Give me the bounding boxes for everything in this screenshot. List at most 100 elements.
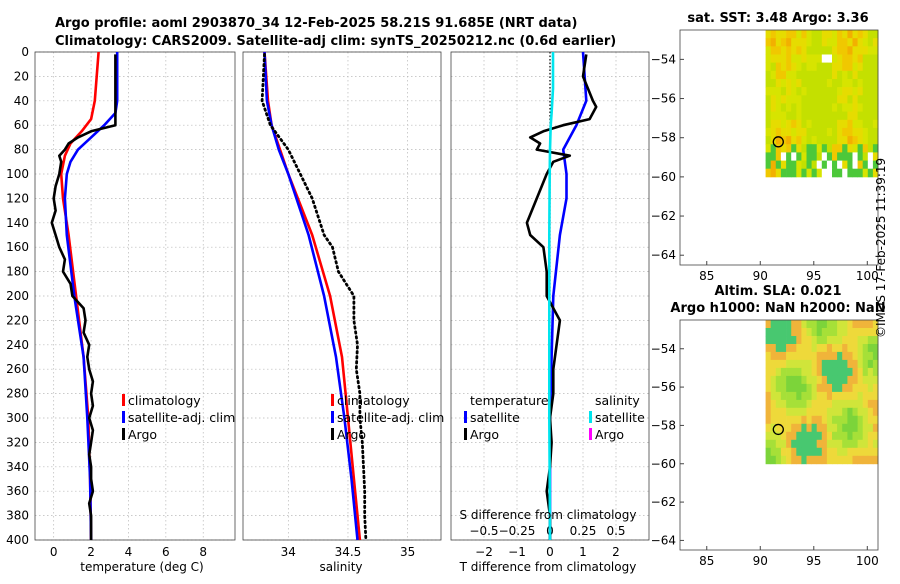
- map-cell: [837, 38, 843, 47]
- map-cell: [857, 127, 864, 137]
- map-cell: [811, 111, 818, 121]
- map-cell: [780, 407, 787, 417]
- map-cell: [811, 375, 818, 385]
- map-cell: [796, 111, 802, 121]
- map-cell: [765, 95, 772, 104]
- map-cell: [791, 119, 797, 129]
- map-cell: [816, 152, 823, 161]
- map-cell: [821, 152, 828, 161]
- map-cell: [811, 351, 818, 361]
- map-cell: [765, 423, 772, 433]
- map-cell: [806, 111, 812, 121]
- map-cell: [852, 46, 858, 55]
- map-cell: [775, 399, 782, 409]
- map-cell: [872, 336, 879, 345]
- map-cell: [826, 447, 833, 457]
- map-cell: [837, 54, 843, 64]
- map-cell: [852, 111, 858, 121]
- map-cell: [796, 103, 802, 112]
- map-cell: [832, 383, 838, 393]
- map-cell: [862, 95, 869, 104]
- map-cell: [857, 375, 864, 385]
- map-cell: [801, 46, 807, 55]
- map-cell: [872, 136, 879, 145]
- map-cell: [857, 160, 864, 170]
- map-cell: [765, 391, 772, 401]
- map-cell: [826, 160, 833, 170]
- map-cell: [791, 423, 797, 433]
- map-cell: [780, 415, 787, 425]
- legend-t-argo: Argo: [470, 427, 499, 442]
- map-cell: [832, 152, 838, 161]
- y-tick-label: 340: [6, 460, 29, 474]
- map-cell: [821, 399, 828, 409]
- map-cell: [821, 111, 828, 121]
- map-cell: [852, 351, 858, 361]
- map-cell: [770, 391, 777, 401]
- map-cell: [872, 375, 879, 385]
- map-cell: [852, 152, 858, 161]
- map-cell: [791, 79, 797, 88]
- map-cell: [765, 328, 772, 337]
- map-cell: [872, 111, 879, 121]
- map-cell: [770, 30, 777, 39]
- map-cell: [847, 30, 853, 39]
- map-cell: [847, 407, 853, 417]
- map-cell: [801, 399, 807, 409]
- map-cell: [816, 320, 823, 329]
- map-cell: [780, 320, 787, 329]
- map-cell: [852, 455, 858, 465]
- map-cell: [847, 415, 853, 425]
- map-cell: [786, 439, 792, 449]
- map-cell: [832, 423, 838, 433]
- map-cell: [862, 336, 869, 345]
- map-cell: [811, 359, 818, 369]
- map-cell: [826, 328, 833, 337]
- map-cell: [796, 152, 802, 161]
- map-cell: [867, 351, 874, 361]
- map-cell: [775, 127, 782, 137]
- map-cell: [857, 46, 864, 55]
- map-cell: [786, 127, 792, 137]
- map-cell: [811, 383, 818, 393]
- map-cell: [811, 391, 818, 401]
- map-cell: [862, 152, 869, 161]
- map-cell: [847, 399, 853, 409]
- map-cell: [775, 30, 782, 39]
- map-cell: [847, 111, 853, 121]
- legend-climatology: climatology: [337, 393, 410, 408]
- map-cell: [847, 351, 853, 361]
- map-cell: [821, 62, 828, 72]
- map-cell: [775, 136, 782, 145]
- map-cell: [801, 103, 807, 112]
- map-cell: [811, 168, 818, 178]
- x-tick-label: 35: [400, 545, 415, 559]
- map-cell: [775, 70, 782, 80]
- map-cell: [837, 87, 843, 96]
- map-cell: [852, 160, 858, 170]
- map-cell: [852, 136, 858, 145]
- map-cell: [791, 127, 797, 137]
- map-cell: [847, 359, 853, 369]
- map-cell: [857, 144, 864, 153]
- map-cell: [821, 54, 828, 64]
- map-cell: [847, 439, 853, 449]
- map-cell: [867, 375, 874, 385]
- map-cell: [775, 455, 782, 465]
- map-cell: [842, 160, 848, 170]
- map-cell: [826, 46, 833, 55]
- map-cell: [872, 38, 879, 47]
- x-tick-label: 6: [162, 545, 170, 559]
- y-tick-label: 140: [6, 216, 29, 230]
- map-cell: [801, 160, 807, 170]
- map-cell: [837, 79, 843, 88]
- map-cell: [806, 62, 812, 72]
- map-cell: [837, 136, 843, 145]
- map-cell: [872, 431, 879, 441]
- map-cell: [826, 359, 833, 369]
- map-cell: [852, 30, 858, 39]
- y-tick-label: 360: [6, 484, 29, 498]
- map-cell: [791, 87, 797, 96]
- map-cell: [821, 359, 828, 369]
